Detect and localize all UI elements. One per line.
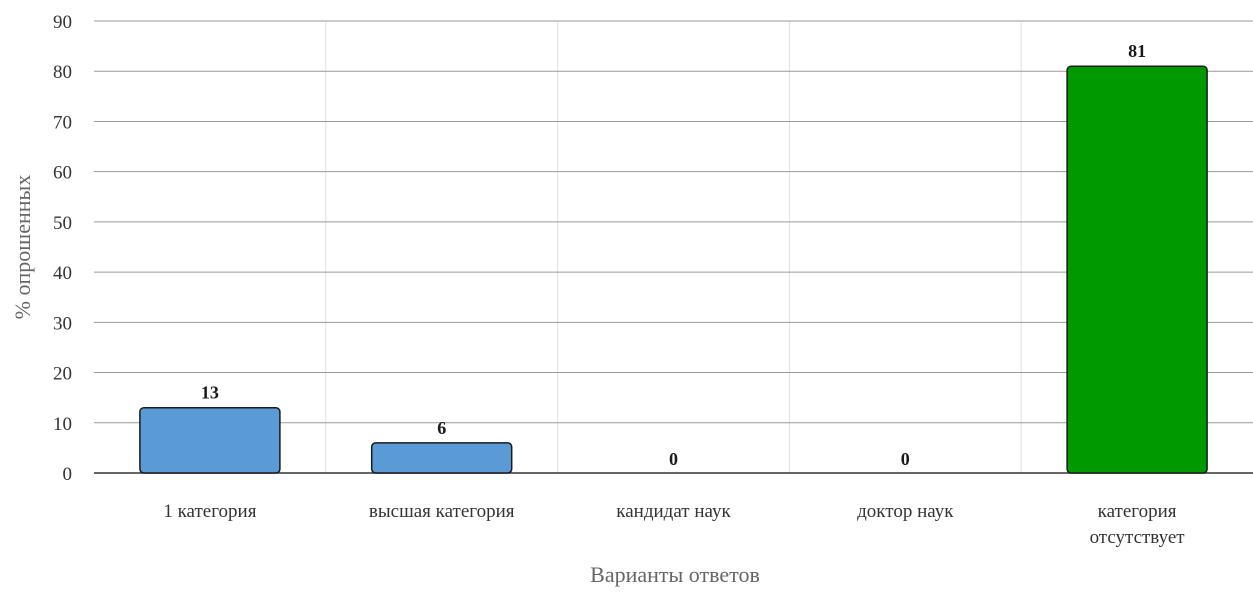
x-tick-label: категория xyxy=(1098,501,1177,522)
y-tick-label: 0 xyxy=(63,464,73,485)
y-axis-title: % опрошенных xyxy=(10,175,35,320)
y-tick-label: 60 xyxy=(53,163,72,184)
bars xyxy=(139,65,1208,474)
bar xyxy=(370,442,513,474)
x-tick-label: высшая категория xyxy=(369,501,515,522)
x-tick-label: отсутствует xyxy=(1090,527,1186,548)
y-tick-label: 30 xyxy=(53,313,72,334)
y-tick-label: 10 xyxy=(53,414,72,435)
data-label: 6 xyxy=(437,418,446,438)
y-tick-label: 20 xyxy=(53,364,72,385)
x-tick-label: кандидат наук xyxy=(616,501,731,522)
y-tick-label: 80 xyxy=(53,62,72,83)
data-label: 0 xyxy=(901,449,910,469)
data-label: 0 xyxy=(669,449,678,469)
grid xyxy=(94,20,1253,474)
y-tick-label: 40 xyxy=(53,263,72,284)
bar xyxy=(139,406,281,474)
y-tick-label: 70 xyxy=(53,112,72,133)
bar xyxy=(1066,65,1208,474)
labels: 0 10 20 30 40 50 60 70 80 90 13 1 категория 6 высшая … xyxy=(53,12,1185,548)
data-label: 13 xyxy=(201,383,219,403)
y-tick-label: 50 xyxy=(53,213,72,234)
data-label: 81 xyxy=(1128,41,1146,61)
y-tick-label: 90 xyxy=(53,12,72,33)
x-tick-label: доктор наук xyxy=(857,501,954,522)
x-tick-label: 1 категория xyxy=(163,501,256,522)
x-axis-title: Варианты ответов xyxy=(590,562,760,587)
